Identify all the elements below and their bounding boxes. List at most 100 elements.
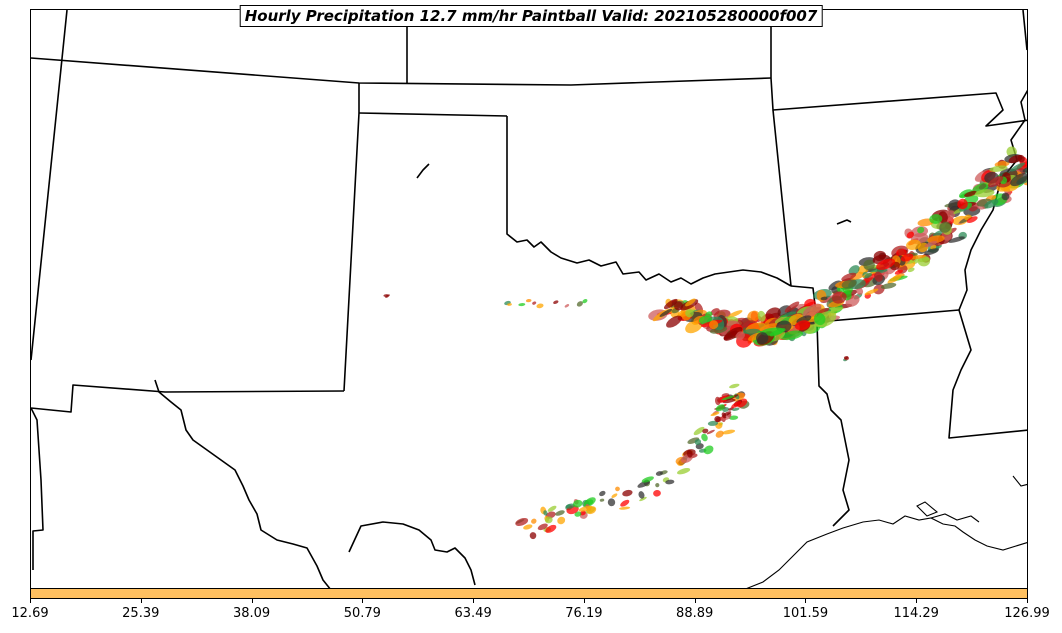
paintball-blob — [735, 331, 745, 340]
paintball-blob — [701, 433, 708, 442]
colorbar-tick-label: 50.79 — [343, 606, 381, 621]
colorbar-tick-label: 12.69 — [11, 606, 49, 621]
colorbar-tick-label: 25.39 — [122, 606, 160, 621]
paintball-blob — [765, 307, 781, 321]
paintball-blob — [694, 438, 702, 446]
paintball-blob — [532, 301, 537, 305]
paintball-blob — [707, 420, 719, 426]
precipitation-paintballs — [383, 146, 1027, 540]
colorbar-tick — [694, 599, 696, 603]
paintball-blob — [586, 506, 597, 515]
paintball-blob — [1001, 192, 1010, 201]
paintball-blob — [655, 471, 663, 476]
paintball-blob — [383, 294, 389, 297]
border-northeast-edge — [1022, 10, 1027, 51]
paintball-blob — [1010, 173, 1027, 187]
paintball-blob — [685, 308, 694, 318]
paintball-blob — [622, 489, 633, 497]
paintball-blob — [747, 310, 760, 322]
paintball-blob — [989, 165, 1008, 172]
colorbar-tick-label: 88.89 — [676, 606, 714, 621]
paintball-blob — [706, 429, 715, 435]
paintball-blob — [721, 412, 727, 419]
colorbar-tick-label: 114.29 — [893, 606, 939, 621]
border-newmexico-west — [31, 407, 44, 570]
paintball-blob — [557, 516, 566, 525]
paintball-blob — [848, 265, 860, 276]
paintball-blob — [523, 524, 533, 530]
paintball-blob — [813, 312, 826, 326]
map-title: Hourly Precipitation 12.7 mm/hr Paintbal… — [239, 5, 823, 27]
paintball-blob — [780, 330, 804, 341]
paintball-blob — [674, 301, 684, 311]
colorbar-tick — [1027, 599, 1028, 603]
paintball-blob — [525, 298, 532, 303]
border-rio-grande — [154, 379, 331, 588]
gulf-coastline — [746, 475, 1027, 588]
paintball-blob — [572, 499, 583, 508]
paintball-blob — [710, 308, 720, 316]
paintball-blob — [709, 320, 719, 330]
paintball-blob — [686, 449, 693, 458]
paintball-blob — [929, 214, 943, 224]
paintball-blob — [620, 499, 630, 507]
colorbar-tick-label: 63.49 — [454, 606, 492, 621]
paintball-blob — [994, 160, 1010, 168]
colorbar-tick — [362, 599, 364, 603]
border-oklahoma-texas-red-river — [506, 116, 792, 287]
paintball-blob — [802, 303, 822, 318]
paintball-blob — [924, 241, 938, 248]
paintball-blob — [599, 498, 605, 502]
map-panel — [30, 9, 1028, 589]
paintball-blob — [731, 401, 742, 409]
colorbar-tick — [473, 599, 475, 603]
border-west-vertical — [31, 10, 68, 361]
paintball-blob — [714, 415, 721, 423]
paintball-blob — [718, 416, 731, 421]
paintball-blob — [918, 257, 930, 263]
paintball-blob — [574, 511, 582, 517]
paintball-blob — [714, 396, 721, 406]
paintball-blob — [966, 216, 978, 223]
paintball-blob — [564, 304, 570, 308]
border-newmexico-texas — [31, 384, 345, 413]
paintball-blob — [974, 189, 995, 198]
paintball-blob — [900, 253, 914, 262]
paintball-blob — [703, 445, 714, 455]
paintball-blob — [685, 298, 696, 307]
colorbar-tick-label: 101.59 — [782, 606, 829, 621]
paintball-blob — [715, 404, 725, 412]
paintball-blob — [939, 221, 952, 233]
paintball-blob — [873, 250, 887, 261]
paintball-blob — [555, 510, 565, 516]
paintball-blob — [619, 506, 631, 510]
paintball-blob — [565, 503, 575, 509]
colorbar-tick — [30, 599, 31, 603]
paintball-blob — [543, 510, 548, 516]
paintball-blob — [984, 199, 999, 209]
border-oklahoma-arkansas — [772, 109, 792, 287]
paintball-blob — [582, 298, 588, 304]
paintball-blob — [1010, 162, 1026, 172]
paintball-blob — [507, 303, 512, 306]
paintball-blob — [641, 476, 654, 483]
border-kansas-oklahoma-north — [358, 112, 508, 117]
paintball-blob — [1022, 165, 1027, 173]
paintball-blob — [529, 532, 537, 540]
paintball-blob — [693, 426, 705, 436]
paintball-blob — [841, 272, 857, 282]
paintball-blob — [907, 267, 915, 273]
paintball-blob — [759, 323, 778, 332]
paintball-blob — [843, 356, 849, 360]
paintball-blob — [721, 395, 735, 401]
paintball-blob — [544, 516, 553, 524]
paintball-blob — [578, 505, 593, 512]
paintball-blob — [988, 176, 1004, 188]
paintball-blob — [710, 412, 720, 416]
paintball-blob — [880, 282, 897, 289]
colorbar-tick-label: 38.09 — [232, 606, 271, 621]
paintball-blob — [978, 183, 987, 190]
paintball-blob — [927, 235, 945, 244]
paintball-blob — [665, 479, 675, 485]
paintball-blob — [964, 190, 977, 197]
